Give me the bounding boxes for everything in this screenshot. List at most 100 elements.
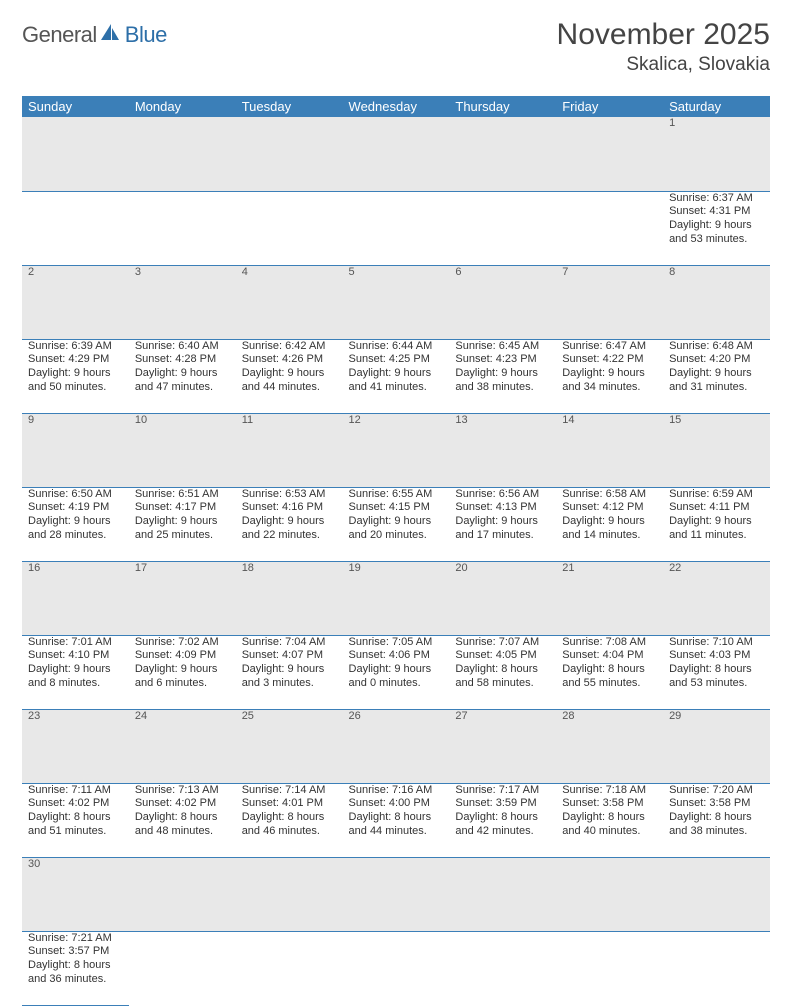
day-number-cell [449,117,556,191]
daylight-line: Daylight: 9 hours and 22 minutes. [242,515,337,543]
sunrise-line: Sunrise: 6:58 AM [562,488,657,502]
day-number-cell: 5 [343,265,450,339]
daynum-row: 1 [22,117,770,191]
daylight-line: Daylight: 9 hours and 28 minutes. [28,515,123,543]
sunset-line: Sunset: 4:07 PM [242,649,337,663]
daylight-line: Daylight: 8 hours and 48 minutes. [135,811,230,839]
daylight-line: Daylight: 8 hours and 55 minutes. [562,663,657,691]
daylight-line: Daylight: 9 hours and 8 minutes. [28,663,123,691]
day-number-cell: 20 [449,561,556,635]
daylight-line: Daylight: 8 hours and 51 minutes. [28,811,123,839]
sunset-line: Sunset: 4:06 PM [349,649,444,663]
sunset-line: Sunset: 4:26 PM [242,353,337,367]
day-info-cell [236,931,343,1005]
sunrise-line: Sunrise: 7:11 AM [28,784,123,798]
day-info-cell: Sunrise: 6:48 AMSunset: 4:20 PMDaylight:… [663,339,770,413]
daylight-line: Daylight: 8 hours and 58 minutes. [455,663,550,691]
day-info-cell: Sunrise: 6:37 AMSunset: 4:31 PMDaylight:… [663,191,770,265]
day-number-cell: 23 [22,709,129,783]
daylight-line: Daylight: 9 hours and 17 minutes. [455,515,550,543]
day-info-cell: Sunrise: 6:45 AMSunset: 4:23 PMDaylight:… [449,339,556,413]
daylight-line: Daylight: 9 hours and 31 minutes. [669,367,764,395]
day-number-cell [343,117,450,191]
day-info-cell: Sunrise: 7:01 AMSunset: 4:10 PMDaylight:… [22,635,129,709]
sunset-line: Sunset: 4:20 PM [669,353,764,367]
sunset-line: Sunset: 3:57 PM [28,945,123,959]
daylight-line: Daylight: 8 hours and 42 minutes. [455,811,550,839]
sunset-line: Sunset: 4:15 PM [349,501,444,515]
sunset-line: Sunset: 4:31 PM [669,205,764,219]
day-number-cell [556,857,663,931]
day-info-cell: Sunrise: 6:55 AMSunset: 4:15 PMDaylight:… [343,487,450,561]
day-number-cell: 11 [236,413,343,487]
sunrise-line: Sunrise: 6:50 AM [28,488,123,502]
sunset-line: Sunset: 4:17 PM [135,501,230,515]
day-number-cell [22,117,129,191]
daylight-line: Daylight: 8 hours and 44 minutes. [349,811,444,839]
day-number-cell: 17 [129,561,236,635]
weekday-header: Friday [556,96,663,117]
day-number-cell: 9 [22,413,129,487]
daylight-line: Daylight: 8 hours and 40 minutes. [562,811,657,839]
sunrise-line: Sunrise: 6:47 AM [562,340,657,354]
day-number-cell [129,857,236,931]
day-info-cell: Sunrise: 7:05 AMSunset: 4:06 PMDaylight:… [343,635,450,709]
sunset-line: Sunset: 4:09 PM [135,649,230,663]
day-info-cell: Sunrise: 6:58 AMSunset: 4:12 PMDaylight:… [556,487,663,561]
sunrise-line: Sunrise: 6:42 AM [242,340,337,354]
sunrise-line: Sunrise: 7:20 AM [669,784,764,798]
day-info-cell [129,931,236,1005]
day-info-cell: Sunrise: 6:40 AMSunset: 4:28 PMDaylight:… [129,339,236,413]
sunset-line: Sunset: 4:22 PM [562,353,657,367]
day-info-cell: Sunrise: 7:21 AMSunset: 3:57 PMDaylight:… [22,931,129,1005]
day-info-cell: Sunrise: 7:04 AMSunset: 4:07 PMDaylight:… [236,635,343,709]
sunrise-line: Sunrise: 7:16 AM [349,784,444,798]
day-number-cell: 26 [343,709,450,783]
sail-icon [99,22,121,42]
info-row: Sunrise: 7:11 AMSunset: 4:02 PMDaylight:… [22,783,770,857]
daylight-line: Daylight: 9 hours and 44 minutes. [242,367,337,395]
day-info-cell: Sunrise: 7:07 AMSunset: 4:05 PMDaylight:… [449,635,556,709]
sunset-line: Sunset: 3:58 PM [562,797,657,811]
day-info-cell: Sunrise: 7:02 AMSunset: 4:09 PMDaylight:… [129,635,236,709]
day-number-cell: 15 [663,413,770,487]
day-number-cell: 30 [22,857,129,931]
day-info-cell [236,191,343,265]
day-info-cell: Sunrise: 7:16 AMSunset: 4:00 PMDaylight:… [343,783,450,857]
sunrise-line: Sunrise: 6:51 AM [135,488,230,502]
daynum-row: 9101112131415 [22,413,770,487]
logo: General Blue [22,22,167,48]
sunset-line: Sunset: 4:05 PM [455,649,550,663]
day-info-cell: Sunrise: 7:18 AMSunset: 3:58 PMDaylight:… [556,783,663,857]
info-row: Sunrise: 7:01 AMSunset: 4:10 PMDaylight:… [22,635,770,709]
daylight-line: Daylight: 9 hours and 20 minutes. [349,515,444,543]
day-info-cell: Sunrise: 6:42 AMSunset: 4:26 PMDaylight:… [236,339,343,413]
day-info-cell: Sunrise: 7:08 AMSunset: 4:04 PMDaylight:… [556,635,663,709]
sunset-line: Sunset: 3:58 PM [669,797,764,811]
sunrise-line: Sunrise: 7:10 AM [669,636,764,650]
sunrise-line: Sunrise: 6:37 AM [669,192,764,206]
weekday-header: Saturday [663,96,770,117]
day-info-cell [556,931,663,1005]
sunset-line: Sunset: 4:12 PM [562,501,657,515]
day-number-cell: 24 [129,709,236,783]
page-title: November 2025 [557,18,770,52]
sunrise-line: Sunrise: 7:01 AM [28,636,123,650]
day-number-cell [129,117,236,191]
logo-word-1: General [22,22,97,48]
day-info-cell: Sunrise: 7:20 AMSunset: 3:58 PMDaylight:… [663,783,770,857]
day-info-cell: Sunrise: 7:17 AMSunset: 3:59 PMDaylight:… [449,783,556,857]
day-number-cell: 27 [449,709,556,783]
day-number-cell [343,857,450,931]
sunrise-line: Sunrise: 6:44 AM [349,340,444,354]
sunrise-line: Sunrise: 6:53 AM [242,488,337,502]
title-block: November 2025 Skalica, Slovakia [557,18,770,76]
daynum-row: 2345678 [22,265,770,339]
logo-word-2: Blue [125,22,167,48]
day-info-cell: Sunrise: 6:44 AMSunset: 4:25 PMDaylight:… [343,339,450,413]
daynum-row: 23242526272829 [22,709,770,783]
sunset-line: Sunset: 4:11 PM [669,501,764,515]
daylight-line: Daylight: 9 hours and 11 minutes. [669,515,764,543]
day-info-cell [449,191,556,265]
sunrise-line: Sunrise: 7:21 AM [28,932,123,946]
